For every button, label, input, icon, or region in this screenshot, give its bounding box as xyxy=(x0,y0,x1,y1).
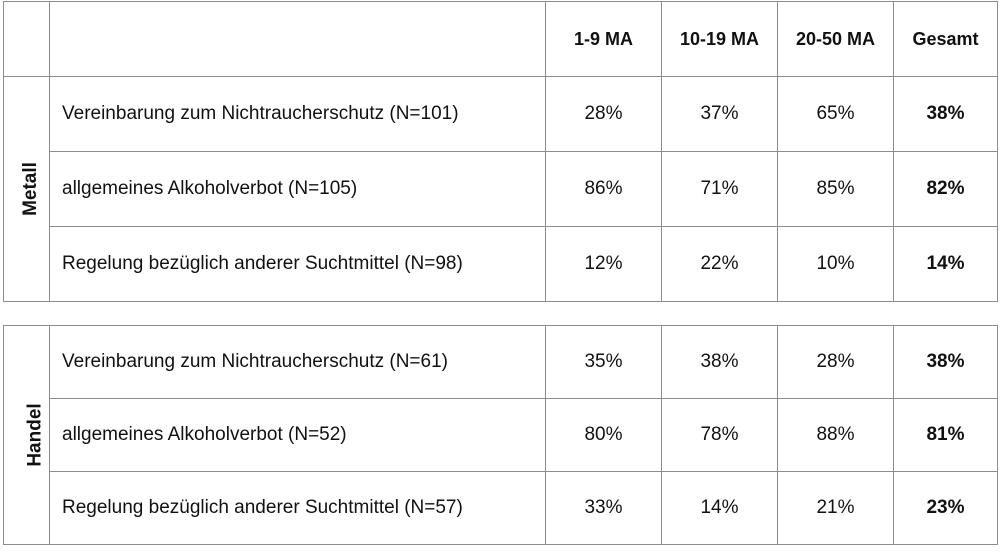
table-row: Metall Vereinbarung zum Nichtraucherschu… xyxy=(3,76,998,302)
table-row: Regelung bezüglich anderer Suchtmittel (… xyxy=(4,471,998,545)
cell-1-9-ma: 80% xyxy=(545,398,662,472)
metall-table: 1-9 MA 10-19 MA 20-50 MA Gesamt Metall V… xyxy=(3,1,998,302)
cell-gesamt: 23% xyxy=(893,471,998,545)
cell-20-50-ma: 88% xyxy=(777,398,894,472)
group-label-handel: Handel xyxy=(24,403,46,467)
cell-20-50-ma: 85% xyxy=(777,151,894,227)
header-gesamt: Gesamt xyxy=(893,1,998,77)
group-cell-handel: Handel xyxy=(3,325,50,545)
cell-1-9-ma: 35% xyxy=(545,325,662,399)
cell-1-9-ma: 86% xyxy=(545,151,662,227)
header-empty-label xyxy=(49,1,546,77)
cell-10-19-ma: 71% xyxy=(661,151,778,227)
table-row: Handel Vereinbarung zum Nichtraucherschu… xyxy=(3,325,998,545)
row-label: Vereinbarung zum Nichtraucherschutz (N=6… xyxy=(49,325,546,399)
cell-20-50-ma: 10% xyxy=(777,226,894,302)
table-row: Regelung bezüglich anderer Suchtmittel (… xyxy=(4,226,998,302)
cell-1-9-ma: 33% xyxy=(545,471,662,545)
header-1-9-ma: 1-9 MA xyxy=(545,1,662,77)
cell-gesamt: 82% xyxy=(893,151,998,227)
cell-1-9-ma: 28% xyxy=(545,76,662,152)
handel-table: Handel Vereinbarung zum Nichtraucherschu… xyxy=(3,325,998,545)
cell-20-50-ma: 21% xyxy=(777,471,894,545)
cell-10-19-ma: 38% xyxy=(661,325,778,399)
row-label: Regelung bezüglich anderer Suchtmittel (… xyxy=(49,471,546,545)
cell-gesamt: 38% xyxy=(893,76,998,152)
header-empty-group xyxy=(3,1,50,77)
row-label: Vereinbarung zum Nichtraucherschutz (N=1… xyxy=(49,76,546,152)
table-row: allgemeines Alkoholverbot (N=105) 86% 71… xyxy=(4,151,998,227)
cell-gesamt: 14% xyxy=(893,226,998,302)
cell-10-19-ma: 14% xyxy=(661,471,778,545)
cell-10-19-ma: 22% xyxy=(661,226,778,302)
cell-10-19-ma: 78% xyxy=(661,398,778,472)
cell-gesamt: 81% xyxy=(893,398,998,472)
header-20-50-ma: 20-50 MA xyxy=(777,1,894,77)
header-10-19-ma: 10-19 MA xyxy=(661,1,778,77)
header-row: 1-9 MA 10-19 MA 20-50 MA Gesamt xyxy=(3,1,998,77)
cell-10-19-ma: 37% xyxy=(661,76,778,152)
cell-1-9-ma: 12% xyxy=(545,226,662,302)
row-label: allgemeines Alkoholverbot (N=105) xyxy=(49,151,546,227)
row-label: allgemeines Alkoholverbot (N=52) xyxy=(49,398,546,472)
table-row: allgemeines Alkoholverbot (N=52) 80% 78%… xyxy=(4,398,998,472)
group-cell-metall: Metall xyxy=(3,76,50,302)
group-label-metall: Metall xyxy=(19,162,41,216)
cell-gesamt: 38% xyxy=(893,325,998,399)
cell-20-50-ma: 65% xyxy=(777,76,894,152)
cell-20-50-ma: 28% xyxy=(777,325,894,399)
row-label: Regelung bezüglich anderer Suchtmittel (… xyxy=(49,226,546,302)
